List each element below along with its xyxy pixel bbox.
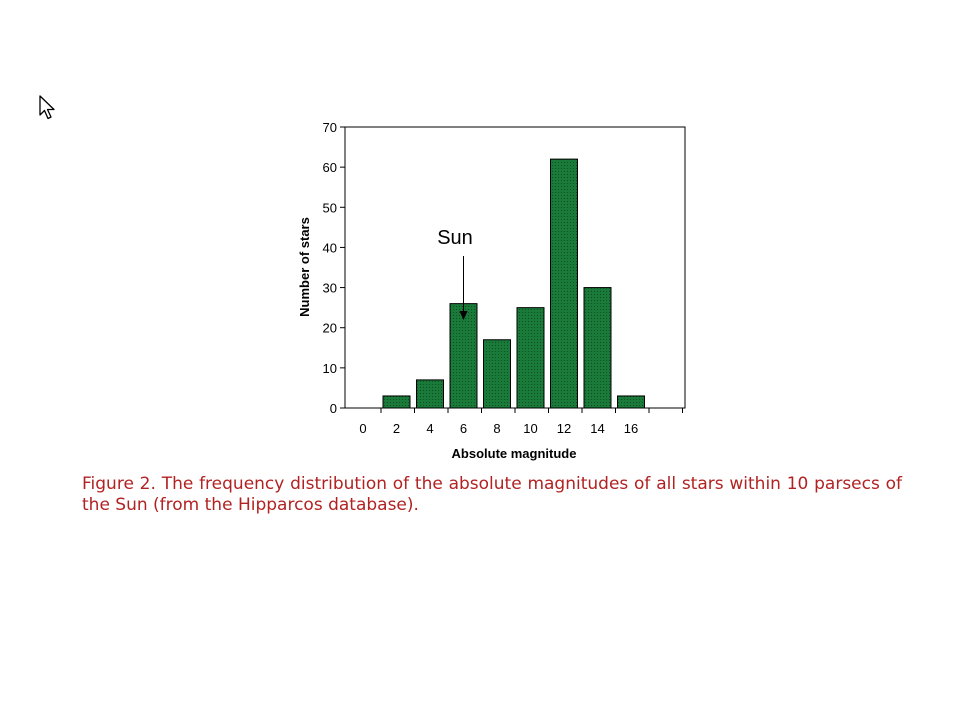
x-tick-label: 12 bbox=[557, 421, 571, 436]
x-tick-label: 14 bbox=[590, 421, 604, 436]
x-axis-label: Absolute magnitude bbox=[452, 446, 577, 461]
bar-16 bbox=[617, 395, 645, 409]
bar-8 bbox=[483, 339, 511, 409]
bar-4 bbox=[416, 379, 444, 409]
figure-caption-text: The frequency distribution of the absolu… bbox=[82, 474, 902, 515]
x-axis-ticks: 0 2 4 6 8 10 12 14 16 bbox=[359, 408, 683, 436]
y-tick-label: 70 bbox=[323, 120, 337, 135]
bar-6 bbox=[449, 303, 478, 409]
x-tick-label: 8 bbox=[493, 421, 500, 436]
y-tick-label: 30 bbox=[323, 281, 337, 296]
y-tick-label: 50 bbox=[323, 200, 337, 215]
x-tick-label: 0 bbox=[359, 421, 366, 436]
x-tick-label: 4 bbox=[426, 421, 433, 436]
sun-annotation: Sun bbox=[437, 227, 473, 320]
sun-label: Sun bbox=[437, 227, 473, 249]
y-tick-label: 20 bbox=[323, 321, 337, 336]
x-tick-label: 16 bbox=[624, 421, 638, 436]
y-tick-label: 60 bbox=[323, 160, 337, 175]
bar-10 bbox=[516, 307, 545, 409]
bars bbox=[382, 158, 645, 409]
histogram-chart: 0 10 20 30 40 50 60 70 0 2 4 6 8 10 12 14 16 Number of … bbox=[297, 120, 686, 461]
figure-caption-prefix: Figure 2. bbox=[82, 474, 156, 494]
y-tick-label: 0 bbox=[330, 401, 337, 416]
x-tick-label: 2 bbox=[393, 421, 400, 436]
y-tick-label: 40 bbox=[323, 240, 337, 255]
plot-frame bbox=[344, 126, 686, 409]
bar-12 bbox=[550, 158, 578, 409]
bar-2 bbox=[382, 395, 411, 409]
y-tick-label: 10 bbox=[323, 361, 337, 376]
sun-arrow-head bbox=[459, 311, 468, 320]
x-tick-label: 10 bbox=[523, 421, 537, 436]
bar-14 bbox=[583, 287, 612, 409]
plot-area bbox=[344, 126, 686, 409]
mouse-pointer-icon bbox=[39, 95, 55, 120]
y-axis-ticks: 0 10 20 30 40 50 60 70 bbox=[323, 120, 345, 416]
x-tick-label: 6 bbox=[460, 421, 467, 436]
figure-caption: Figure 2. The frequency distribution of … bbox=[82, 474, 902, 516]
y-axis-label: Number of stars bbox=[297, 217, 312, 317]
